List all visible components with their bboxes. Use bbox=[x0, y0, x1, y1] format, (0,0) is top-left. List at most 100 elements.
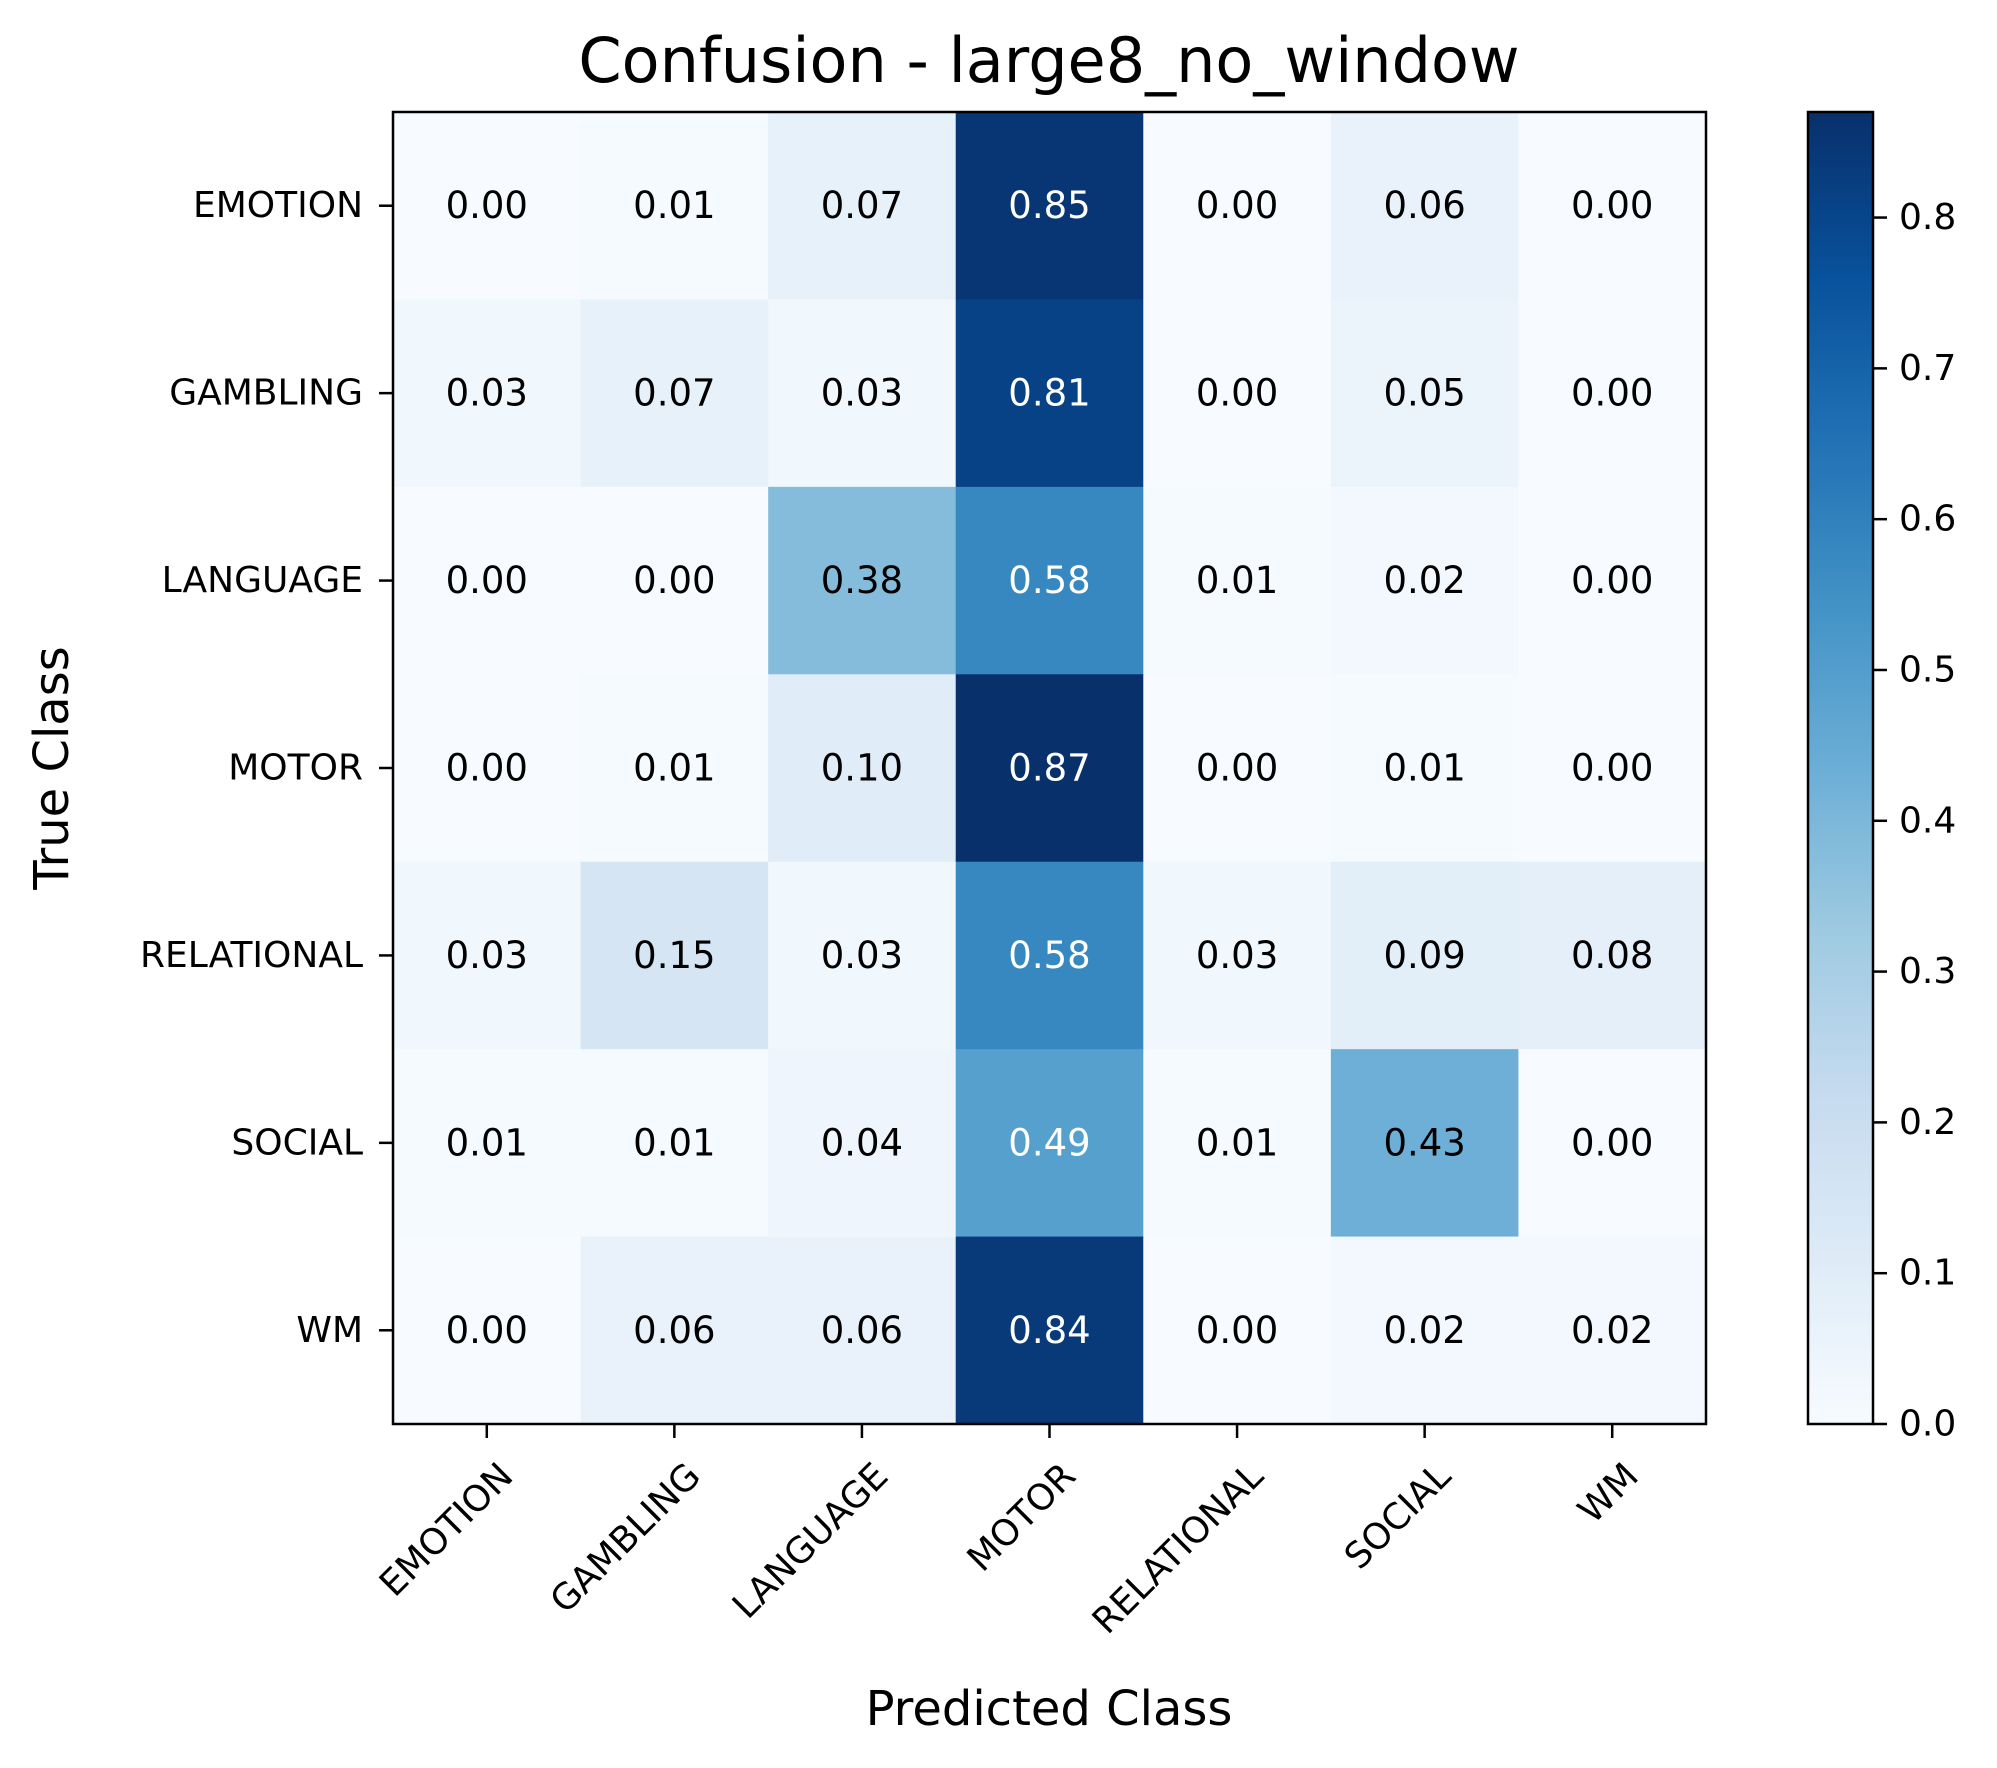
cell-value-label: 0.04 bbox=[821, 1121, 903, 1164]
cell-value-label: 0.00 bbox=[1196, 184, 1278, 227]
cell-value-label: 0.87 bbox=[1008, 747, 1090, 790]
heatmap-cell bbox=[1143, 1236, 1332, 1425]
heatmap-cell bbox=[393, 1049, 582, 1238]
cell-value-label: 0.00 bbox=[1196, 747, 1278, 790]
heatmap-cell bbox=[393, 299, 582, 488]
cell-value-label: 0.81 bbox=[1008, 372, 1090, 415]
cell-value-label: 0.02 bbox=[1571, 1309, 1653, 1352]
x-tick-label: EMOTION bbox=[372, 1455, 521, 1604]
cell-value-label: 0.06 bbox=[1383, 184, 1465, 227]
cell-value-label: 0.58 bbox=[1008, 559, 1090, 602]
cell-value-label: 0.43 bbox=[1383, 1121, 1465, 1164]
heatmap-cell bbox=[1330, 299, 1520, 488]
cell-value-label: 0.00 bbox=[1571, 747, 1653, 790]
cell-value-label: 0.84 bbox=[1008, 1309, 1090, 1352]
heatmap-cell bbox=[580, 861, 769, 1050]
cell-value-label: 0.01 bbox=[446, 1121, 528, 1164]
y-tick-label: RELATIONAL bbox=[140, 935, 363, 976]
heatmap-cell bbox=[955, 299, 1144, 488]
heatmap-cell-labels: 0.00 0.01 0.07 0.85 0.00 0.06 0.00 0.03 0.07 0.03… bbox=[446, 184, 1654, 1352]
x-tick-label: LANGUAGE bbox=[725, 1455, 896, 1626]
heatmap-cell bbox=[1518, 1049, 1707, 1238]
heatmap-cell bbox=[393, 112, 582, 301]
heatmap-cell bbox=[1330, 486, 1520, 675]
heatmap-cell bbox=[955, 1049, 1144, 1238]
heatmap-cell bbox=[580, 112, 769, 301]
heatmap-cell bbox=[580, 299, 769, 488]
cell-value-label: 0.06 bbox=[821, 1309, 903, 1352]
heatmap-cell bbox=[580, 1049, 769, 1238]
heatmap-cells bbox=[393, 112, 1707, 1425]
cell-value-label: 0.07 bbox=[633, 372, 715, 415]
y-axis-label: True Class bbox=[24, 646, 80, 891]
heatmap-cell bbox=[768, 1049, 957, 1238]
y-tick-label: LANGUAGE bbox=[162, 560, 363, 601]
chart-title: Confusion - large8_no_window bbox=[578, 24, 1519, 97]
colorbar-tick-label: 0.6 bbox=[1899, 499, 1956, 540]
heatmap-cell bbox=[1330, 674, 1520, 863]
heatmap-cell bbox=[1143, 1049, 1332, 1238]
heatmap-cell bbox=[1518, 1236, 1707, 1425]
heatmap-cell bbox=[1330, 861, 1520, 1050]
cell-value-label: 0.00 bbox=[1196, 372, 1278, 415]
cell-value-label: 0.01 bbox=[1196, 1121, 1278, 1164]
cell-value-label: 0.03 bbox=[446, 372, 528, 415]
y-tick-label: MOTOR bbox=[228, 748, 363, 789]
cell-value-label: 0.03 bbox=[446, 934, 528, 977]
x-tick-label: WM bbox=[1571, 1455, 1647, 1531]
colorbar-tick-label: 0.7 bbox=[1899, 348, 1956, 389]
colorbar bbox=[1806, 110, 1875, 1426]
heatmap-cell bbox=[768, 1236, 957, 1425]
colorbar-tick-label: 0.2 bbox=[1899, 1102, 1956, 1143]
colorbar-tick-label: 0.1 bbox=[1899, 1253, 1956, 1294]
heatmap-cell bbox=[580, 1236, 769, 1425]
heatmap-cell bbox=[1518, 486, 1707, 675]
heatmap-cell bbox=[955, 674, 1144, 863]
cell-value-label: 0.02 bbox=[1383, 1309, 1465, 1352]
heatmap-cell bbox=[393, 486, 582, 675]
cell-value-label: 0.58 bbox=[1008, 934, 1090, 977]
heatmap-cell bbox=[1143, 299, 1332, 488]
cell-value-label: 0.08 bbox=[1571, 934, 1653, 977]
y-tick-label: GAMBLING bbox=[169, 373, 363, 414]
cell-value-label: 0.03 bbox=[821, 934, 903, 977]
colorbar-tick-label: 0.3 bbox=[1899, 951, 1956, 992]
heatmap-cell bbox=[955, 861, 1144, 1050]
cell-value-label: 0.01 bbox=[633, 1121, 715, 1164]
y-tick-label: SOCIAL bbox=[231, 1122, 363, 1163]
cell-value-label: 0.15 bbox=[633, 934, 715, 977]
colorbar-tick-label: 0.4 bbox=[1899, 800, 1956, 841]
heatmap-cell bbox=[768, 486, 957, 675]
heatmap-cell bbox=[1518, 674, 1707, 863]
cell-value-label: 0.38 bbox=[821, 559, 903, 602]
y-axis-ticks: EMOTION GAMBLING LANGUAGE MOTOR RELATIONAL SO… bbox=[140, 185, 393, 1351]
heatmap-cell bbox=[1518, 299, 1707, 488]
heatmap-cell bbox=[1518, 861, 1707, 1050]
cell-value-label: 0.49 bbox=[1008, 1121, 1090, 1164]
cell-value-label: 0.00 bbox=[446, 559, 528, 602]
cell-value-label: 0.10 bbox=[821, 747, 903, 790]
heatmap-cell bbox=[393, 1236, 582, 1425]
heatmap-cell bbox=[1143, 112, 1332, 301]
cell-value-label: 0.01 bbox=[1383, 747, 1465, 790]
cell-value-label: 0.00 bbox=[633, 559, 715, 602]
cell-value-label: 0.00 bbox=[1571, 184, 1653, 227]
heatmap-cell bbox=[1143, 674, 1332, 863]
cell-value-label: 0.01 bbox=[633, 184, 715, 227]
heatmap-cell bbox=[955, 486, 1144, 675]
heatmap-cell bbox=[768, 861, 957, 1050]
colorbar-tick-label: 0.0 bbox=[1899, 1404, 1956, 1445]
cell-value-label: 0.00 bbox=[446, 184, 528, 227]
cell-value-label: 0.00 bbox=[1196, 1309, 1278, 1352]
cell-value-label: 0.05 bbox=[1383, 372, 1465, 415]
heatmap-cell bbox=[1330, 1236, 1520, 1425]
colorbar-tick-label: 0.5 bbox=[1899, 649, 1956, 690]
cell-value-label: 0.07 bbox=[821, 184, 903, 227]
cell-value-label: 0.85 bbox=[1008, 184, 1090, 227]
heatmap-cell bbox=[768, 112, 957, 301]
heatmap-cell bbox=[393, 861, 582, 1050]
heatmap-cell bbox=[955, 1236, 1144, 1425]
y-tick-label: WM bbox=[296, 1310, 363, 1351]
heatmap-cell bbox=[393, 674, 582, 863]
